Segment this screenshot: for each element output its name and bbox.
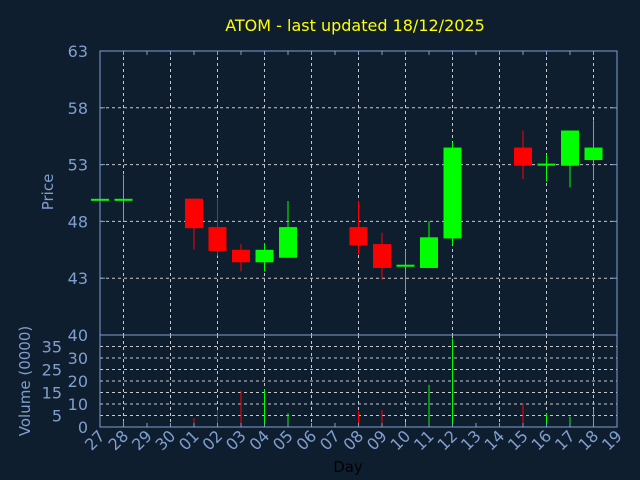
volume-tick-label: 40 bbox=[68, 326, 88, 345]
volume-tick-labels: 05 10 15 20 25 30 35 40 bbox=[42, 326, 88, 437]
volume-axis-label: Volume (0000) bbox=[16, 326, 34, 436]
volume-tick-label: 5 bbox=[52, 407, 62, 426]
volume-tick-label: 20 bbox=[68, 372, 88, 391]
candle-body bbox=[537, 163, 556, 166]
price-tick-label: 43 bbox=[68, 269, 88, 288]
candle-body bbox=[561, 130, 579, 166]
candle-body bbox=[349, 227, 368, 246]
price-tick-label: 58 bbox=[68, 99, 88, 118]
volume-tick-label: 30 bbox=[68, 349, 88, 368]
volume-bars bbox=[123, 338, 594, 427]
x-axis-label: Day bbox=[333, 458, 363, 476]
price-grid bbox=[100, 50, 617, 335]
price-tick-label: 63 bbox=[68, 42, 88, 61]
candle-body bbox=[185, 198, 203, 229]
candle-body bbox=[584, 147, 603, 161]
candle-body bbox=[420, 237, 438, 268]
volume-tick-label: 25 bbox=[42, 361, 62, 380]
price-tick-label: 48 bbox=[68, 212, 88, 231]
candle-body bbox=[255, 249, 274, 263]
candle-body bbox=[373, 244, 391, 268]
candle-body bbox=[208, 227, 227, 251]
axes bbox=[99, 50, 618, 428]
volume-tick-label: 35 bbox=[42, 338, 62, 357]
candles bbox=[91, 120, 603, 291]
x-tick-label: 19 bbox=[598, 426, 626, 454]
price-tick-labels: 43 48 53 58 63 bbox=[68, 42, 88, 288]
price-axis-label: Price bbox=[39, 174, 57, 211]
candle-body bbox=[232, 249, 250, 263]
candle-body bbox=[396, 264, 415, 267]
volume-tick-label: 15 bbox=[42, 384, 62, 403]
x-tick-labels: 2728293001020304050607080910111213141516… bbox=[81, 426, 626, 454]
candle-body bbox=[279, 227, 297, 258]
volume-tick-label: 10 bbox=[68, 395, 88, 414]
candle-body bbox=[514, 147, 532, 166]
chart-title: ATOM - last updated 18/12/2025 bbox=[225, 16, 485, 35]
price-tick-label: 53 bbox=[68, 156, 88, 175]
candle-body bbox=[443, 147, 462, 239]
candle-body bbox=[114, 198, 133, 201]
volume-tick-label: 0 bbox=[78, 418, 88, 437]
